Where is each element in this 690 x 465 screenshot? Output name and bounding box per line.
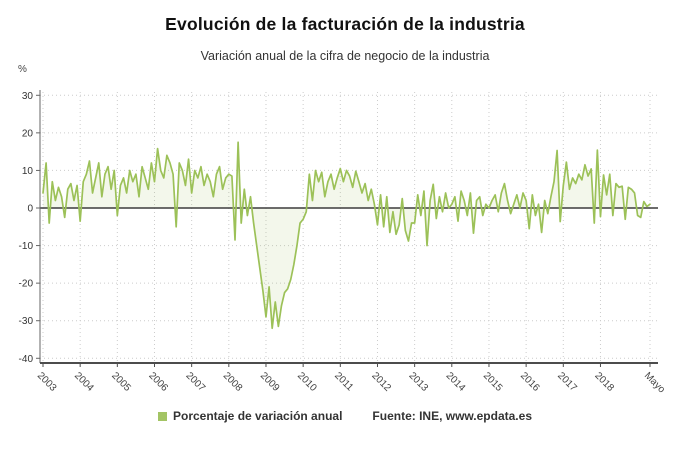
source-label: Fuente: INE, www.epdata.es	[372, 409, 532, 423]
svg-text:-10: -10	[19, 241, 34, 252]
legend: Porcentaje de variación anual Fuente: IN…	[0, 409, 690, 423]
svg-text:2010: 2010	[295, 370, 319, 394]
svg-text:0: 0	[27, 204, 33, 215]
legend-item-series: Porcentaje de variación anual	[158, 409, 342, 423]
y-axis-unit-label: %	[18, 64, 27, 75]
svg-text:2012: 2012	[369, 370, 393, 394]
svg-text:2017: 2017	[555, 370, 579, 394]
svg-text:2018: 2018	[592, 370, 616, 394]
svg-text:2011: 2011	[332, 370, 355, 393]
page-title: Evolución de la facturación de la indust…	[165, 14, 525, 34]
legend-series-label: Porcentaje de variación anual	[173, 409, 343, 423]
svg-text:2008: 2008	[221, 370, 245, 394]
svg-text:30: 30	[22, 91, 34, 102]
svg-text:2003: 2003	[35, 370, 59, 394]
chart-subtitle: Variación anual de la cifra de negocio d…	[200, 49, 490, 63]
legend-swatch-icon	[158, 411, 167, 421]
svg-text:2015: 2015	[481, 370, 505, 394]
svg-text:20: 20	[22, 128, 34, 139]
svg-text:2007: 2007	[184, 370, 208, 394]
svg-text:2005: 2005	[109, 370, 133, 394]
svg-text:2006: 2006	[146, 370, 170, 394]
svg-text:10: 10	[22, 166, 34, 177]
svg-text:2013: 2013	[407, 370, 431, 394]
svg-text:2009: 2009	[258, 370, 282, 394]
svg-text:-20: -20	[19, 279, 34, 290]
svg-text:Mayo: Mayo	[642, 370, 667, 395]
svg-text:2016: 2016	[518, 370, 542, 394]
svg-text:2004: 2004	[72, 370, 96, 394]
svg-text:-40: -40	[19, 354, 34, 365]
svg-text:-30: -30	[19, 316, 34, 327]
svg-text:2014: 2014	[444, 370, 468, 394]
